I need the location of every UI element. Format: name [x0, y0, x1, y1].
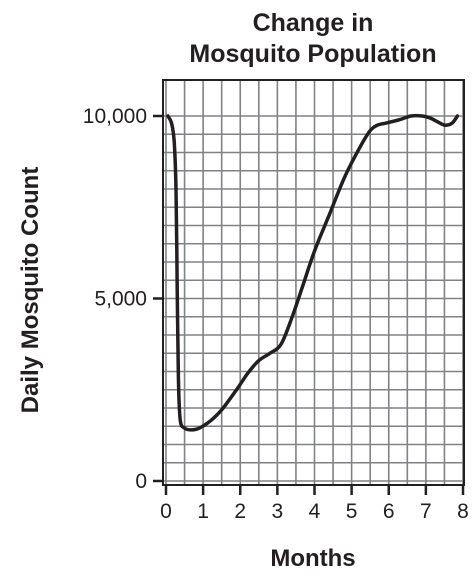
- chart-title-line-2: Mosquito Population: [189, 40, 436, 68]
- axes: [153, 114, 465, 495]
- x-tick-label: 3: [272, 500, 284, 523]
- x-tick-label: 5: [346, 500, 358, 523]
- series-line: [166, 113, 460, 432]
- tick-labels: 0 5,000 10,000 0 1 2 3 4 5 6 7 8: [83, 105, 469, 523]
- y-tick-label: 5,000: [94, 288, 147, 311]
- y-axis-label: Daily Mosquito Count: [17, 167, 44, 414]
- x-tick-label: 1: [197, 500, 209, 523]
- x-tick-label: 7: [420, 500, 432, 523]
- x-tick-label: 0: [160, 500, 172, 523]
- x-tick-label: 6: [383, 500, 395, 523]
- chart-title-line-1: Change in: [253, 9, 374, 37]
- series-layer: [166, 113, 460, 432]
- x-axis-label: Months: [270, 545, 355, 572]
- y-tick-label: 10,000: [83, 105, 147, 128]
- x-tick-label: 4: [309, 500, 321, 523]
- y-tick-label: 0: [135, 470, 147, 493]
- x-tick-label: 2: [234, 500, 246, 523]
- x-tick-label: 8: [457, 500, 469, 523]
